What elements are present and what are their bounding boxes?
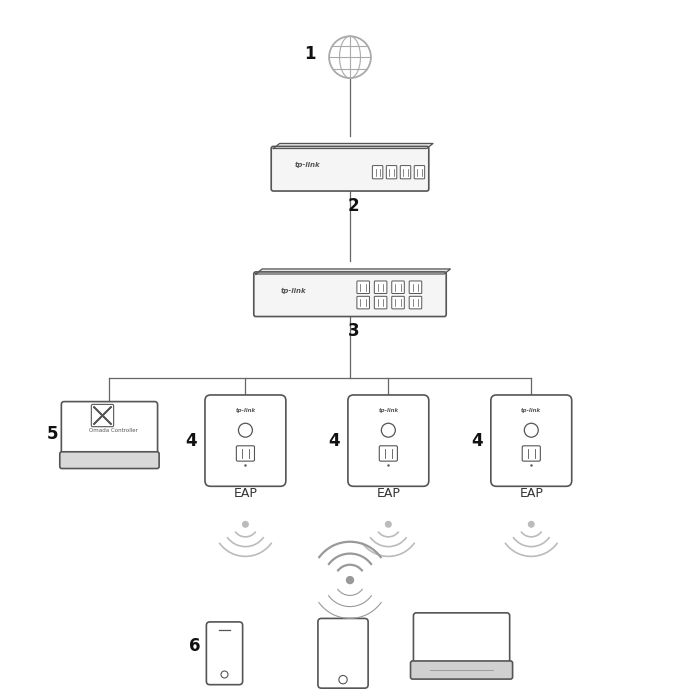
FancyBboxPatch shape <box>254 272 446 316</box>
Text: 4: 4 <box>328 432 339 449</box>
FancyBboxPatch shape <box>400 166 411 179</box>
Text: 5: 5 <box>46 425 58 442</box>
FancyBboxPatch shape <box>392 281 405 293</box>
Circle shape <box>346 577 354 584</box>
FancyBboxPatch shape <box>91 405 113 427</box>
FancyBboxPatch shape <box>237 446 255 461</box>
FancyBboxPatch shape <box>410 661 512 679</box>
FancyBboxPatch shape <box>379 446 398 461</box>
Text: tp-link: tp-link <box>281 288 307 294</box>
FancyBboxPatch shape <box>374 296 387 309</box>
FancyBboxPatch shape <box>374 281 387 293</box>
FancyBboxPatch shape <box>60 452 159 468</box>
Text: EAP: EAP <box>377 486 400 500</box>
FancyBboxPatch shape <box>318 618 368 688</box>
FancyBboxPatch shape <box>357 281 370 293</box>
Text: tp-link: tp-link <box>294 162 320 168</box>
Text: 2: 2 <box>348 197 359 215</box>
Text: 4: 4 <box>186 432 197 449</box>
FancyBboxPatch shape <box>414 166 425 179</box>
Text: 3: 3 <box>348 322 359 340</box>
FancyBboxPatch shape <box>372 166 383 179</box>
Polygon shape <box>256 269 450 274</box>
FancyBboxPatch shape <box>205 395 286 486</box>
FancyBboxPatch shape <box>386 166 397 179</box>
FancyBboxPatch shape <box>357 296 370 309</box>
Text: 4: 4 <box>471 432 483 449</box>
FancyBboxPatch shape <box>491 395 572 486</box>
FancyBboxPatch shape <box>410 281 421 293</box>
Text: Omada Controller: Omada Controller <box>88 428 137 433</box>
Text: EAP: EAP <box>519 486 543 500</box>
FancyBboxPatch shape <box>271 146 429 191</box>
Text: tp-link: tp-link <box>235 407 256 413</box>
FancyBboxPatch shape <box>206 622 243 685</box>
Text: 6: 6 <box>190 637 201 655</box>
FancyBboxPatch shape <box>522 446 540 461</box>
Text: tp-link: tp-link <box>522 407 541 413</box>
Circle shape <box>243 522 248 527</box>
FancyBboxPatch shape <box>414 613 510 673</box>
Circle shape <box>528 522 534 527</box>
FancyBboxPatch shape <box>348 395 429 486</box>
Text: 1: 1 <box>304 45 315 63</box>
Polygon shape <box>273 144 433 148</box>
Text: EAP: EAP <box>234 486 258 500</box>
Circle shape <box>386 522 391 527</box>
FancyBboxPatch shape <box>62 402 158 463</box>
FancyBboxPatch shape <box>392 296 405 309</box>
FancyBboxPatch shape <box>410 296 421 309</box>
Text: tp-link: tp-link <box>378 407 398 413</box>
